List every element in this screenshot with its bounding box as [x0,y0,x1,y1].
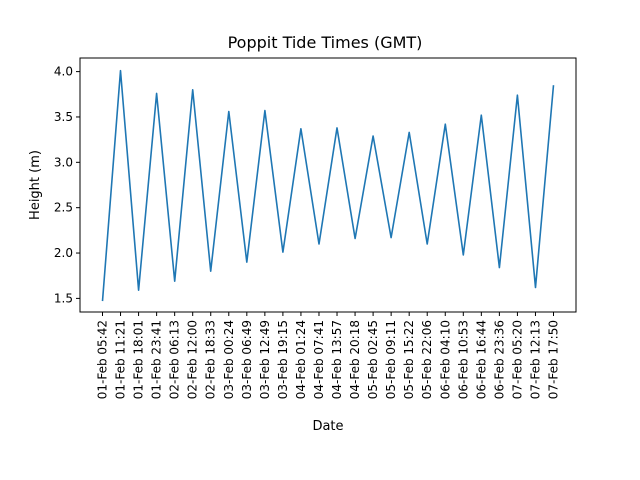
x-tick-label-15: 05-Feb 02:45 [366,320,380,399]
x-tick-label-12: 04-Feb 07:41 [312,320,326,399]
x-tick-label-6: 02-Feb 18:33 [204,320,218,399]
x-tick-label-20: 06-Feb 10:53 [456,320,470,399]
x-tick-label-10: 03-Feb 19:15 [276,320,290,399]
x-tick-label-22: 06-Feb 23:36 [492,320,506,399]
x-tick-label-7: 03-Feb 00:24 [222,320,236,399]
x-axis-label: Date [312,419,343,434]
x-tick-label-14: 04-Feb 20:18 [348,320,362,399]
y-tick-label-4: 3.5 [54,110,73,124]
plot-frame [79,57,577,313]
x-tick-label-2: 01-Feb 18:01 [132,320,146,399]
x-tick-label-25: 07-Feb 17:50 [547,320,561,399]
y-tick-label-2: 2.5 [54,201,73,215]
chart-title: Poppit Tide Times (GMT) [228,33,423,52]
x-tick-label-23: 07-Feb 05:20 [510,320,524,399]
y-tick-label-1: 2.0 [54,246,73,260]
x-tick-label-16: 05-Feb 09:11 [384,320,398,399]
x-tick-label-18: 05-Feb 22:06 [420,320,434,399]
x-tick-label-24: 07-Feb 12:13 [528,320,542,399]
x-tick-label-8: 03-Feb 06:49 [240,320,254,399]
tide-height-line [101,69,555,302]
x-tick-label-3: 01-Feb 23:41 [150,320,164,399]
x-tick-label-19: 06-Feb 04:10 [438,320,452,399]
x-tick-label-13: 04-Feb 13:57 [330,320,344,399]
x-tick-label-9: 03-Feb 12:49 [258,320,272,399]
x-tick-label-21: 06-Feb 16:44 [474,320,488,399]
x-tick-label-1: 01-Feb 11:21 [114,320,128,399]
y-axis-label: Height (m) [28,150,43,220]
y-tick-label-5: 4.0 [54,65,73,79]
tick-layer: 1.5 2.0 2.5 3.0 3.5 4.0 01-Feb 05:42 01-Feb 11:… [54,65,561,400]
y-tick-label-0: 1.5 [54,291,73,305]
y-tick-label-3: 3.0 [54,155,73,169]
x-tick-label-5: 02-Feb 12:00 [186,320,200,399]
x-tick-label-0: 01-Feb 05:42 [96,320,110,399]
x-tick-label-4: 02-Feb 06:13 [168,320,182,399]
x-tick-label-11: 04-Feb 01:24 [294,320,308,399]
x-tick-label-17: 05-Feb 15:22 [402,320,416,399]
